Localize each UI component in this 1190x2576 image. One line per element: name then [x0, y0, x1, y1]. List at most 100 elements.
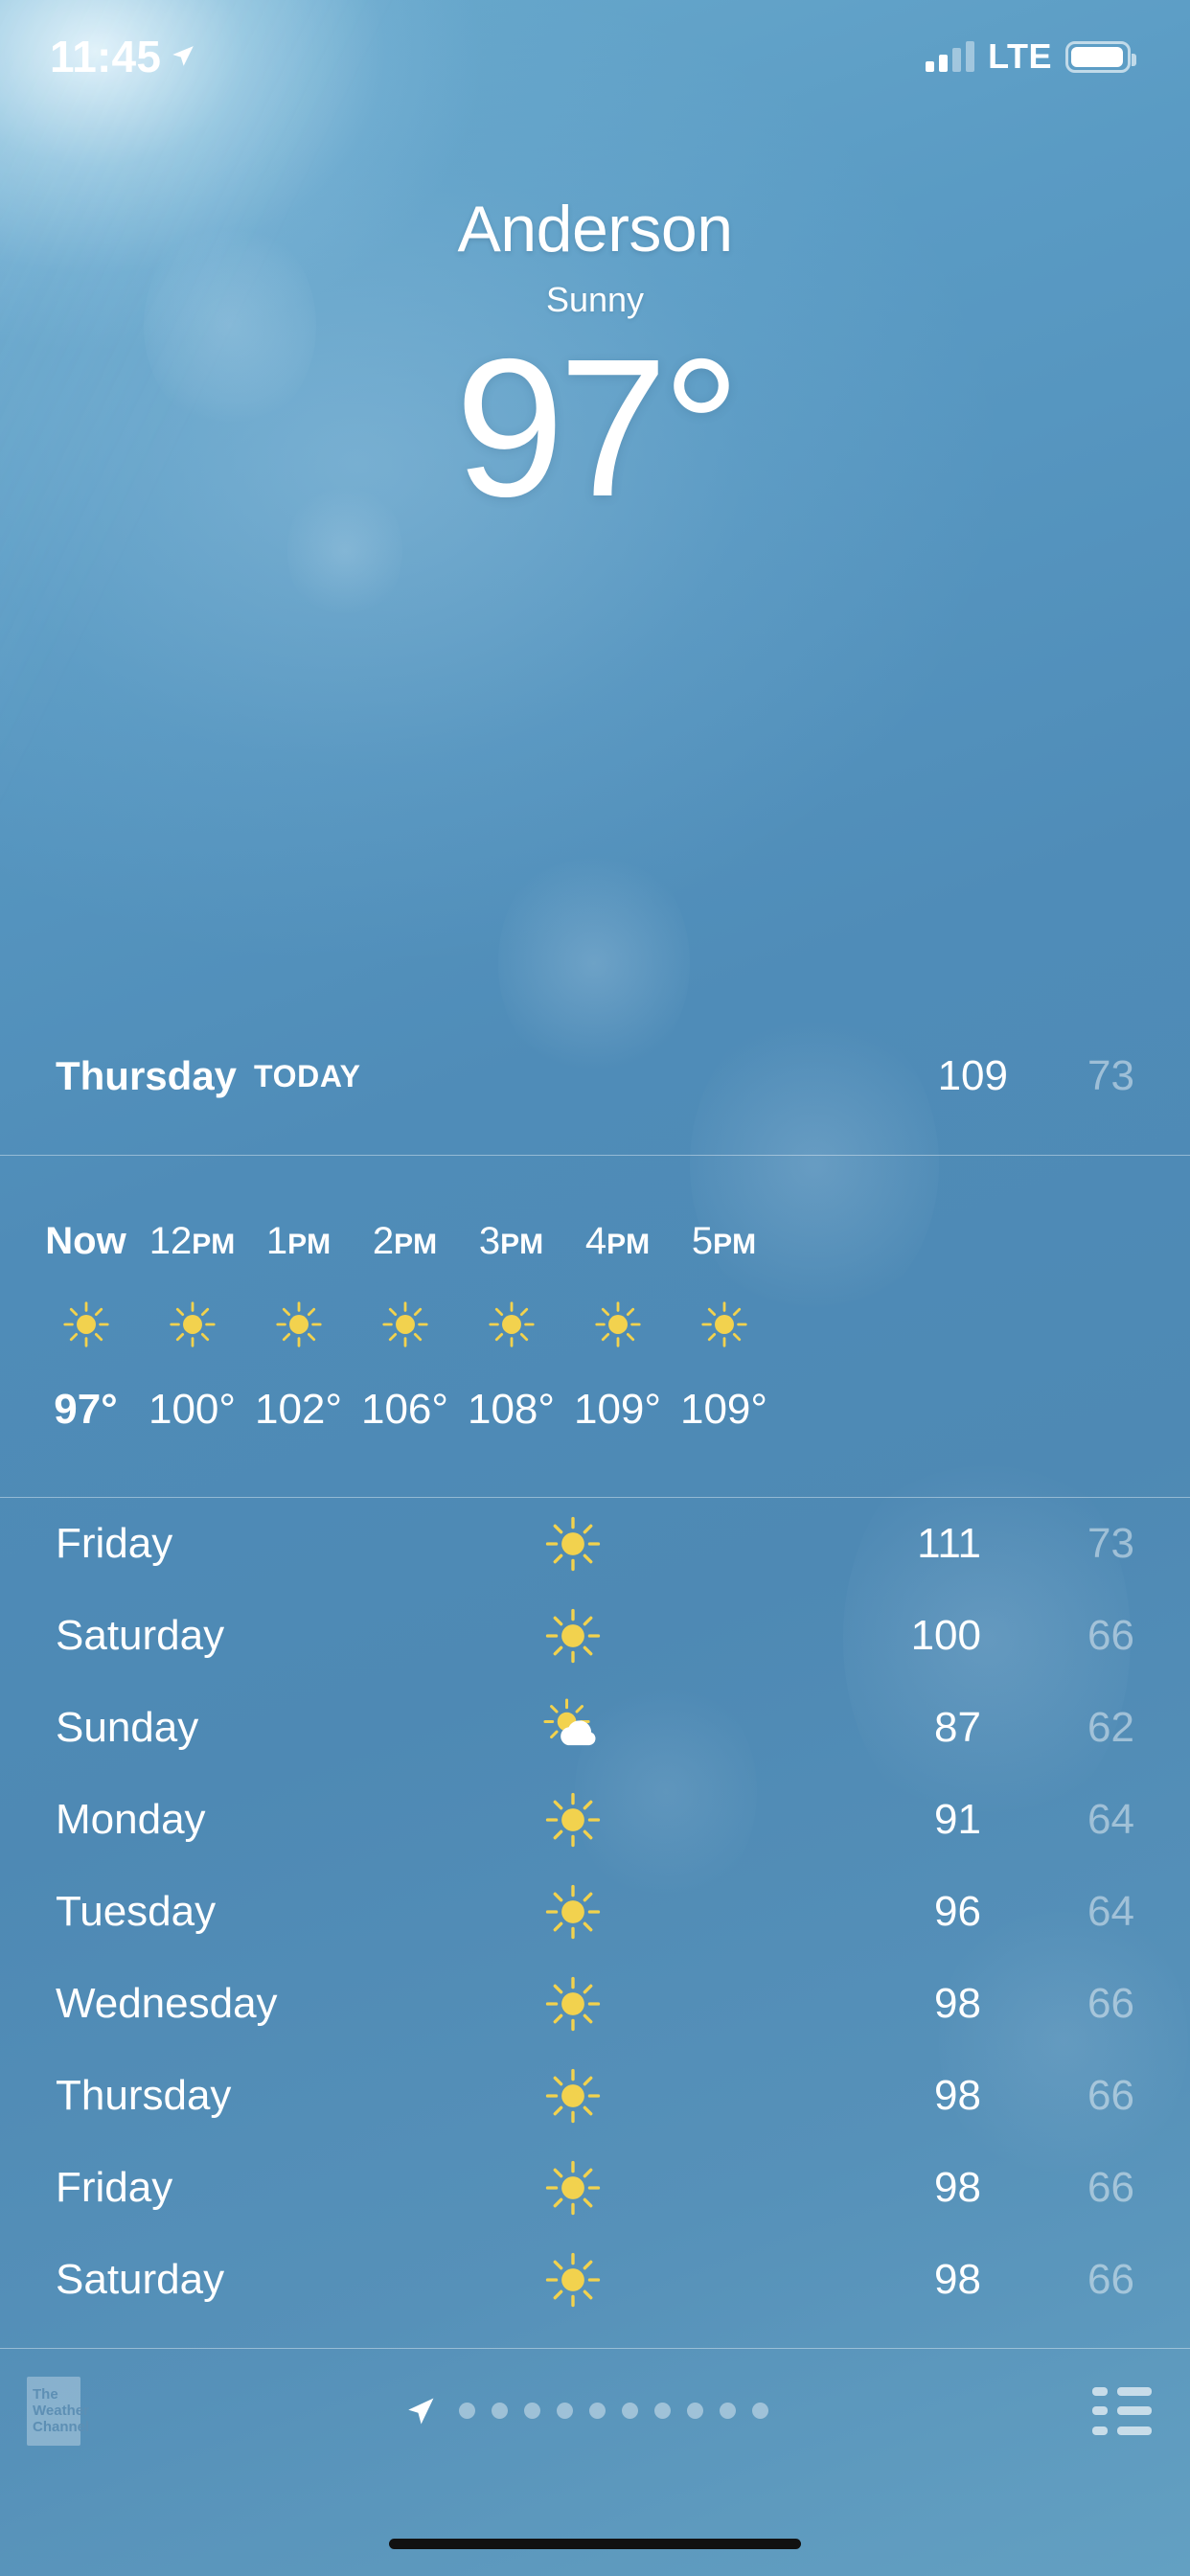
daily-forecast-row: Thursday 98 66	[56, 2050, 1134, 2142]
hourly-temperature: 97°	[54, 1385, 118, 1433]
attribution-line: Weather	[33, 2403, 89, 2419]
today-high-temp: 109	[937, 1052, 1008, 1099]
daily-day-name: Sunday	[56, 1704, 199, 1751]
sun-icon	[515, 1606, 630, 1666]
sun-icon	[593, 1300, 643, 1349]
hourly-temperature: 109°	[573, 1385, 661, 1433]
condition-label: Sunny	[545, 280, 645, 319]
daily-day-name: Thursday	[56, 2072, 232, 2119]
city-name: Anderson	[457, 193, 733, 265]
hourly-forecast-item: 2PM 106°	[352, 1220, 458, 1434]
sun-icon	[487, 1300, 537, 1349]
hourly-time-label: 2PM	[372, 1219, 438, 1262]
hourly-time-label: Now	[45, 1219, 126, 1262]
hourly-time-label: 1PM	[265, 1219, 332, 1262]
daily-forecast-row: Friday 98 66	[56, 2142, 1134, 2234]
list-icon	[1092, 2406, 1152, 2415]
daily-high-temp: 111	[917, 1520, 981, 1567]
daily-high-temp: 87	[934, 1704, 981, 1751]
daily-day-name: Friday	[56, 2164, 173, 2211]
page-dot[interactable]	[589, 2403, 606, 2419]
city-list-button[interactable]	[1092, 2386, 1152, 2435]
sun-icon	[699, 1300, 749, 1349]
daily-low-temp: 73	[1087, 1520, 1134, 1567]
home-indicator[interactable]	[389, 2539, 801, 2549]
daily-day-name: Monday	[56, 1796, 206, 1843]
current-conditions-hero: Anderson Sunny 97°	[0, 113, 1190, 526]
status-bar-clock: 11:45	[50, 32, 162, 81]
location-arrow-icon[interactable]	[404, 2395, 437, 2427]
sun-icon	[515, 2066, 630, 2126]
daily-day-name: Saturday	[56, 1612, 225, 1659]
daily-forecast-row: Wednesday 98 66	[56, 1958, 1134, 2050]
hourly-temperature: 109°	[679, 1385, 767, 1433]
hourly-time-label: 4PM	[584, 1219, 651, 1262]
page-dot[interactable]	[720, 2403, 736, 2419]
daily-low-temp: 66	[1087, 1612, 1134, 1659]
daily-low-temp: 66	[1087, 1980, 1134, 2027]
page-dot[interactable]	[557, 2403, 573, 2419]
daily-day-name: Wednesday	[56, 1980, 278, 2027]
page-dot[interactable]	[687, 2403, 703, 2419]
daily-forecast-row: Friday 111 73	[56, 1498, 1134, 1590]
page-dot[interactable]	[492, 2403, 508, 2419]
today-badge: TODAY	[254, 1058, 361, 1093]
daily-forecast-row: Saturday 100 66	[56, 1590, 1134, 1682]
sun-icon	[515, 1974, 630, 2034]
hourly-forecast-item: 12PM 100°	[139, 1220, 245, 1434]
daily-day-name: Saturday	[56, 2256, 225, 2303]
hourly-forecast-item: 3PM 108°	[458, 1220, 564, 1434]
daily-forecast-row: Tuesday 96 64	[56, 1866, 1134, 1958]
daily-low-temp: 66	[1087, 2256, 1134, 2303]
daily-high-temp: 91	[934, 1796, 981, 1843]
today-summary-row: Thursday TODAY 109 73	[0, 1038, 1190, 1115]
page-dot[interactable]	[752, 2403, 768, 2419]
sun-icon	[515, 1514, 630, 1574]
sun-icon	[380, 1300, 430, 1349]
page-indicator[interactable]	[80, 2395, 1092, 2427]
page-dot[interactable]	[459, 2403, 475, 2419]
hourly-time-label: 5PM	[691, 1219, 757, 1262]
today-day-name: Thursday	[56, 1053, 238, 1098]
hourly-forecast-item: Now 97°	[33, 1220, 139, 1434]
daily-high-temp: 100	[910, 1612, 981, 1659]
hourly-forecast-item: 1PM 102°	[245, 1220, 352, 1434]
daily-high-temp: 98	[934, 2256, 981, 2303]
daily-high-temp: 98	[934, 1980, 981, 2027]
bottom-toolbar: The Weather Channel	[0, 2348, 1190, 2472]
battery-full-icon	[1065, 40, 1136, 73]
status-bar-right: LTE	[926, 36, 1136, 77]
daily-forecast-row: Saturday 98 66	[56, 2234, 1134, 2326]
sun-icon	[274, 1300, 324, 1349]
page-dot[interactable]	[622, 2403, 638, 2419]
daily-low-temp: 64	[1087, 1796, 1134, 1843]
daily-low-temp: 64	[1087, 1888, 1134, 1935]
location-arrow-icon	[172, 46, 194, 66]
daily-forecast-list: Friday 111 73 Saturday 100 66 Sunday 87 62 Monday…	[0, 1498, 1190, 2326]
carrier-label: LTE	[988, 36, 1052, 76]
cellular-bars-icon	[926, 41, 975, 72]
weather-channel-attribution[interactable]: The Weather Channel	[27, 2376, 89, 2446]
sun-icon	[515, 2158, 630, 2218]
status-bar: 11:45 LTE	[0, 0, 1190, 113]
hourly-temperature: 106°	[360, 1385, 448, 1433]
page-dot[interactable]	[654, 2403, 671, 2419]
hourly-forecast-scroller[interactable]: Now 97° 12PM 100° 1PM 102° 2PM 106° 3PM 108° 4PM 10…	[0, 1155, 1190, 1498]
status-bar-left: 11:45	[50, 31, 195, 82]
sun-icon	[515, 1790, 630, 1850]
daily-low-temp: 66	[1087, 2072, 1134, 2119]
page-dot[interactable]	[524, 2403, 540, 2419]
daily-day-name: Tuesday	[56, 1888, 217, 1935]
sun-icon	[515, 1882, 630, 1942]
daily-forecast-row: Sunday 87 62	[56, 1682, 1134, 1774]
hourly-temperature: 108°	[467, 1385, 555, 1433]
sun-icon	[168, 1300, 217, 1349]
hourly-forecast-item: 5PM 109°	[671, 1220, 777, 1434]
daily-low-temp: 66	[1087, 2164, 1134, 2211]
daily-high-temp: 96	[934, 1888, 981, 1935]
daily-low-temp: 62	[1087, 1704, 1134, 1751]
daily-high-temp: 98	[934, 2164, 981, 2211]
partly-cloudy-icon	[515, 1698, 630, 1758]
hourly-temperature: 100°	[148, 1385, 236, 1433]
